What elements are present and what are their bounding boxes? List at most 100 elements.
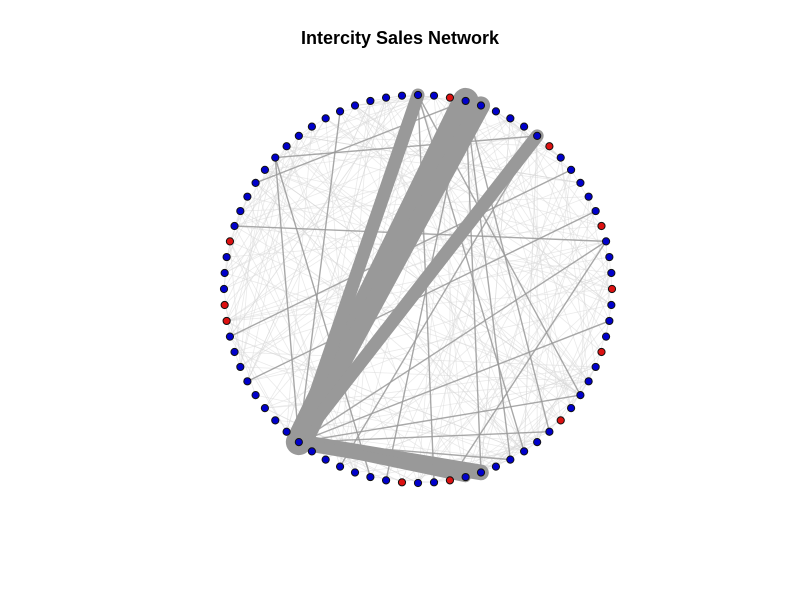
faint-edge bbox=[449, 97, 607, 337]
network-node bbox=[566, 404, 576, 413]
highlighted-node bbox=[445, 93, 455, 102]
faint-edge bbox=[560, 157, 597, 367]
faint-edge bbox=[298, 135, 497, 467]
network-node bbox=[251, 178, 260, 187]
faint-edge bbox=[401, 288, 613, 483]
network-edge bbox=[464, 100, 482, 473]
faint-edge bbox=[536, 169, 572, 443]
faint-edge bbox=[264, 169, 371, 478]
faint-edge bbox=[239, 146, 287, 368]
network-node bbox=[601, 332, 611, 341]
network-node bbox=[271, 416, 280, 425]
faint-edge bbox=[465, 210, 597, 478]
faint-edge bbox=[354, 105, 562, 421]
network-node bbox=[350, 101, 360, 110]
highlighted-node bbox=[445, 476, 455, 485]
network-node bbox=[307, 447, 316, 456]
network-node bbox=[321, 455, 330, 464]
faint-edge bbox=[286, 126, 313, 432]
network-node bbox=[576, 391, 585, 400]
network-node bbox=[584, 377, 593, 386]
network-node bbox=[506, 114, 515, 123]
network-node bbox=[461, 96, 470, 106]
faint-edge bbox=[523, 135, 538, 452]
highlighted-node bbox=[222, 316, 231, 326]
faint-edge bbox=[229, 241, 241, 367]
network-node bbox=[491, 462, 501, 471]
network-node bbox=[566, 165, 576, 174]
faint-edge bbox=[480, 320, 610, 473]
network-node bbox=[282, 427, 291, 436]
network-node bbox=[307, 122, 316, 131]
heavy-edge bbox=[292, 129, 544, 449]
faint-edge bbox=[223, 241, 231, 290]
highlighted-node bbox=[225, 237, 235, 246]
network-node bbox=[236, 206, 245, 216]
network-node bbox=[506, 455, 515, 464]
network-node bbox=[260, 165, 270, 174]
highlighted-node bbox=[397, 478, 407, 487]
faint-edge bbox=[495, 272, 612, 467]
faint-edge bbox=[495, 111, 589, 382]
faint-edge bbox=[246, 135, 300, 382]
network-edge bbox=[298, 320, 610, 443]
network-node bbox=[366, 96, 375, 106]
faint-edge bbox=[417, 241, 607, 484]
faint-edge bbox=[264, 97, 387, 171]
network-node bbox=[220, 268, 229, 278]
network-node bbox=[491, 107, 501, 116]
faint-edge bbox=[234, 351, 511, 460]
network-node bbox=[605, 316, 614, 326]
network-edge bbox=[298, 111, 341, 443]
faint-edge bbox=[570, 256, 610, 409]
highlighted-node bbox=[545, 142, 554, 151]
faint-edge bbox=[286, 97, 387, 432]
network-node bbox=[381, 476, 391, 485]
faint-edge bbox=[595, 320, 610, 368]
node-layer bbox=[219, 90, 617, 488]
network-node bbox=[243, 377, 252, 386]
faint-edge bbox=[234, 351, 596, 368]
highlighted-node bbox=[597, 221, 606, 231]
heavy-edge-layer bbox=[285, 87, 544, 483]
heavy-edge bbox=[289, 96, 491, 452]
faint-edge bbox=[449, 97, 550, 432]
network-edge bbox=[274, 157, 372, 478]
network-edge bbox=[339, 135, 538, 468]
faint-edge bbox=[325, 210, 596, 460]
faint-edge bbox=[495, 441, 538, 468]
network-node bbox=[294, 437, 303, 447]
network-node bbox=[591, 362, 600, 372]
network-edge bbox=[274, 157, 300, 443]
faint-edge bbox=[224, 94, 419, 274]
faint-edge bbox=[240, 366, 589, 382]
highlighted-node bbox=[607, 284, 617, 294]
faint-edge bbox=[239, 210, 356, 473]
network-node bbox=[294, 131, 303, 141]
network-edge bbox=[298, 394, 581, 443]
network-node bbox=[350, 468, 360, 477]
network-edge bbox=[255, 100, 466, 184]
highlighted-node bbox=[220, 300, 229, 310]
faint-edge bbox=[226, 105, 356, 322]
faint-edge bbox=[226, 146, 287, 258]
faint-edge bbox=[247, 100, 371, 382]
network-node bbox=[476, 468, 486, 477]
network-node bbox=[335, 462, 345, 471]
network-node bbox=[605, 252, 614, 262]
faint-edge bbox=[417, 182, 581, 484]
faint-edge bbox=[234, 225, 371, 478]
network-edge bbox=[464, 100, 551, 432]
faint-edge bbox=[229, 95, 403, 337]
faint-edge bbox=[495, 111, 610, 258]
faint-edge bbox=[264, 169, 612, 306]
network-node bbox=[607, 268, 616, 278]
network-node bbox=[413, 90, 423, 100]
network-node bbox=[335, 107, 345, 116]
network-node bbox=[282, 142, 291, 151]
network-node bbox=[260, 404, 270, 413]
network-node bbox=[413, 478, 423, 488]
network-node bbox=[429, 91, 439, 100]
faint-edge bbox=[226, 210, 596, 322]
